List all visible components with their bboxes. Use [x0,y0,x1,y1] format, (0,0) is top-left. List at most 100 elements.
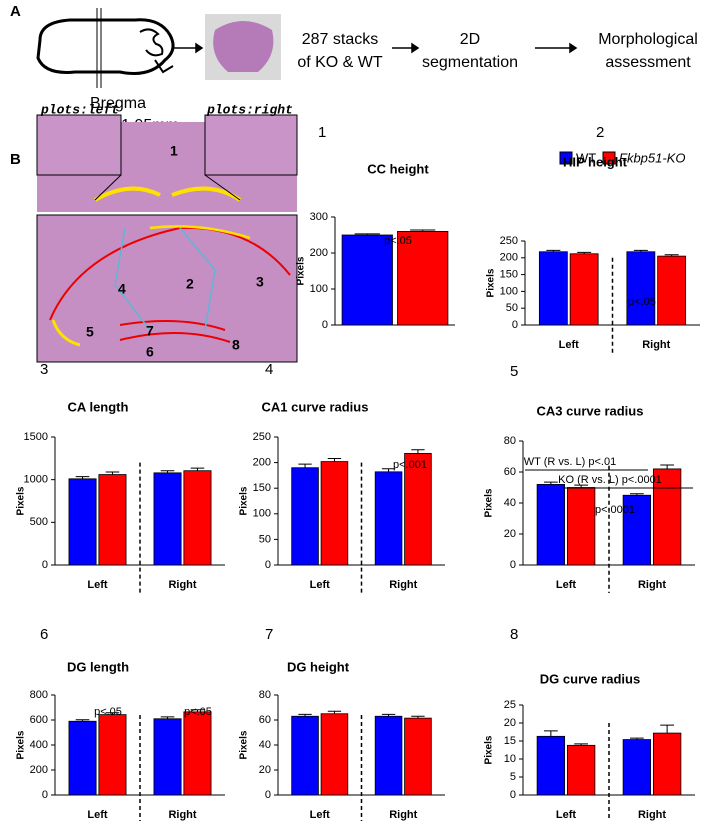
panel-number: 8 [510,626,518,643]
y-axis-label: Pixels [484,735,495,764]
error-bar [629,493,644,496]
y-tick-label: 0 [42,559,48,571]
bar [626,251,656,326]
y-tick-label: 200 [253,457,271,469]
y-tick-label: 300 [310,211,328,223]
bar [569,253,599,326]
annotation: p<.0001 [595,504,635,516]
error-bar [190,709,205,712]
y-tick-label: 100 [500,285,518,297]
y-tick-label: 500 [30,516,48,528]
panel-number: 7 [265,626,273,643]
y-tick-label: 80 [504,435,516,447]
y-tick-label: 5 [510,771,516,783]
y-tick-label: 200 [310,247,328,259]
y-axis-label: Pixels [16,486,27,515]
y-tick-label: 200 [30,764,48,776]
error-bar [160,716,175,719]
error-bar [381,468,396,472]
x-tick-label: Left [310,579,331,591]
y-tick-label: 0 [512,319,518,331]
y-tick-label: 60 [504,466,516,478]
error-bar [298,713,312,717]
y-tick-label: 600 [30,714,48,726]
bar [397,230,449,326]
error-bar [160,470,175,473]
y-axis-label: Pixels [296,256,307,285]
error-bar [660,464,675,469]
bar [538,251,568,326]
bar [153,472,182,566]
legend-label: WT [576,150,596,165]
error-bar [298,463,312,468]
bar [404,452,432,566]
panel-number: 6 [40,626,48,643]
bar [291,467,319,566]
error-bar [543,730,558,737]
bar [652,468,682,566]
annotation: p<.05 [628,296,656,308]
step-text: of KO & WT [297,54,383,71]
y-tick-label: 40 [259,739,271,751]
y-tick-label: 0 [322,319,328,331]
image-label: 5 [86,324,94,340]
image-label: 2 [186,276,194,292]
image-label: plots:right [206,102,293,117]
y-tick-label: 15 [504,735,516,747]
legend-swatch [559,151,573,165]
error-bar [629,737,644,740]
panel-number: 5 [510,363,518,380]
chart-title: CA length [68,399,129,414]
chart-title: CA1 curve radius [262,399,369,414]
error-bar [105,712,120,715]
panel-number: 2 [596,124,604,141]
bar [320,461,349,566]
image-label: 4 [118,281,126,297]
error-bar [327,458,342,462]
y-tick-label: 400 [30,739,48,751]
legend-swatch [602,151,616,165]
y-tick-label: 150 [253,482,271,494]
y-tick-label: 40 [504,497,516,509]
x-tick-label: Left [556,579,577,591]
bar [183,711,212,796]
x-tick-label: Right [638,809,666,821]
bar [341,234,393,326]
panel-number: 3 [40,361,48,378]
x-tick-label: Left [310,809,331,821]
bar [291,715,319,796]
y-tick-label: 150 [500,269,518,281]
x-tick-label: Left [87,579,108,591]
brain-sketch [36,18,175,75]
error-bar [411,715,425,719]
error-bar [105,471,120,475]
image-label: 1 [170,143,178,159]
histology [36,114,298,363]
x-tick-label: Left [87,809,108,821]
bar [68,720,97,796]
bar [536,483,566,566]
image-label: 8 [232,337,240,353]
bar [183,470,212,566]
image-label: 7 [146,323,154,339]
x-tick-label: Right [168,809,196,821]
step-text: assessment [605,54,691,71]
y-axis-label: Pixels [486,268,497,297]
y-tick-label: 80 [259,689,271,701]
x-tick-label: Left [559,339,580,351]
y-tick-label: 0 [42,789,48,801]
bar [566,487,596,566]
y-tick-label: 1500 [24,431,48,443]
bar [652,732,682,796]
y-tick-label: 0 [265,789,271,801]
y-tick-label: 10 [504,753,516,765]
chart-title: DG height [287,659,350,674]
step-text: Morphological [598,31,698,48]
bar [68,478,97,566]
x-tick-label: Right [389,579,417,591]
chart-title: DG length [67,659,129,674]
image-label: 3 [256,274,264,290]
y-axis-label: Pixels [16,730,27,759]
annotation: p<.05 [384,235,412,247]
